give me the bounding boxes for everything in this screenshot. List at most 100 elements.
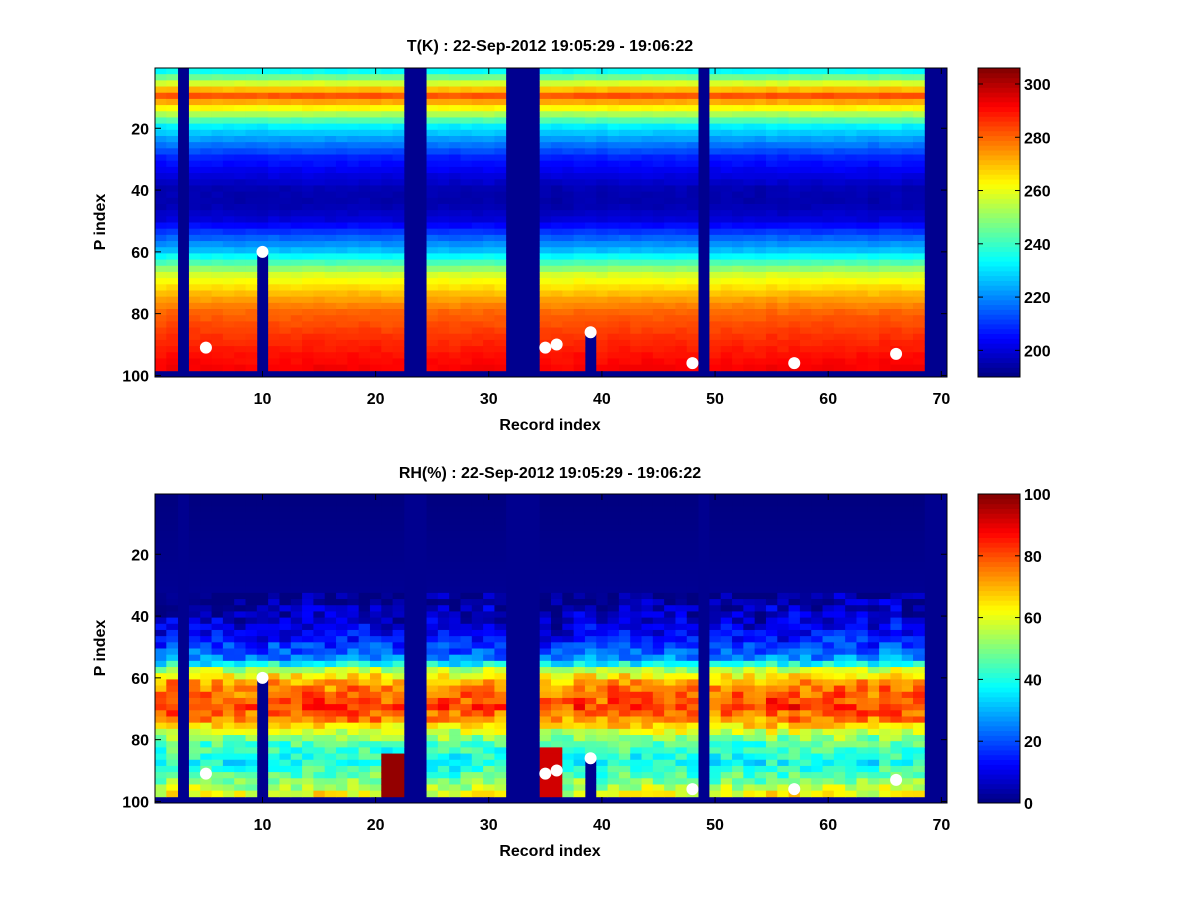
temperature-heatmap-cell bbox=[641, 105, 654, 112]
temperature-heatmap-cell bbox=[867, 191, 880, 199]
temperature-heatmap-cell bbox=[222, 92, 235, 100]
temperature-heatmap-cell bbox=[901, 315, 914, 322]
temperature-heatmap-cell bbox=[845, 173, 857, 180]
humidity-heatmap-cell bbox=[245, 574, 258, 581]
temperature-heatmap-cell bbox=[664, 92, 676, 100]
humidity-heatmap-cell bbox=[313, 710, 326, 717]
temperature-heatmap-cell bbox=[245, 333, 258, 341]
temperature-heatmap-cell bbox=[234, 346, 246, 353]
temperature-heatmap-cell bbox=[652, 148, 665, 155]
temperature-heatmap-cell bbox=[369, 98, 382, 106]
temperature-heatmap-cell bbox=[641, 166, 654, 174]
humidity-heatmap-cell bbox=[290, 592, 303, 600]
humidity-heatmap-cell bbox=[652, 605, 665, 612]
temperature-heatmap-cell bbox=[675, 160, 688, 168]
temperature-heatmap-cell bbox=[743, 111, 756, 118]
humidity-heatmap-cell bbox=[155, 561, 167, 569]
temperature-heatmap-cell bbox=[607, 135, 620, 143]
temperature-heatmap-cell bbox=[562, 129, 575, 137]
temperature-heatmap-cell bbox=[765, 68, 778, 75]
humidity-heatmap-cell bbox=[302, 543, 314, 551]
temperature-heatmap-cell bbox=[313, 160, 326, 168]
temperature-heatmap-cell bbox=[732, 216, 744, 223]
temperature-heatmap-cell bbox=[618, 68, 631, 75]
humidity-heatmap-cell bbox=[437, 685, 450, 693]
temperature-heatmap-cell bbox=[743, 234, 756, 242]
humidity-heatmap-cell bbox=[336, 685, 348, 693]
temperature-heatmap-cell bbox=[279, 315, 292, 322]
humidity-heatmap-cell bbox=[539, 691, 552, 699]
temperature-heatmap-cell bbox=[584, 259, 597, 267]
temperature-heatmap-cell bbox=[686, 203, 699, 211]
humidity-heatmap-cell bbox=[166, 759, 179, 767]
humidity-heatmap-cell bbox=[324, 555, 337, 563]
temperature-heatmap-cell bbox=[460, 309, 473, 316]
humidity-heatmap-cell bbox=[245, 512, 258, 520]
humidity-heatmap-cell bbox=[166, 642, 179, 649]
humidity-heatmap-cell bbox=[188, 568, 201, 575]
temperature-heatmap-cell bbox=[471, 86, 484, 94]
humidity-heatmap-cell bbox=[494, 574, 507, 581]
humidity-heatmap-cell bbox=[471, 605, 484, 612]
humidity-heatmap-cell bbox=[392, 599, 405, 606]
temperature-heatmap-cell bbox=[562, 358, 575, 366]
temperature-heatmap-cell bbox=[777, 265, 789, 273]
humidity-heatmap-cell bbox=[483, 537, 495, 544]
temperature-heatmap-cell bbox=[777, 160, 789, 168]
temperature-heatmap-cell bbox=[166, 191, 179, 199]
humidity-heatmap-cell bbox=[551, 512, 563, 520]
temperature-heatmap-cell bbox=[584, 135, 597, 143]
humidity-heatmap-cell bbox=[618, 636, 631, 643]
temperature-heatmap-cell bbox=[494, 80, 507, 87]
temperature-heatmap-cell bbox=[777, 129, 789, 137]
temperature-heatmap-cell bbox=[471, 241, 484, 248]
temperature-heatmap-cell bbox=[856, 117, 869, 125]
temperature-heatmap-cell bbox=[584, 222, 597, 230]
temperature-heatmap-cell bbox=[833, 265, 846, 273]
humidity-heatmap-cell bbox=[268, 500, 280, 507]
temperature-heatmap-cell bbox=[822, 148, 835, 155]
temperature-heatmap-cell bbox=[675, 148, 688, 155]
temperature-heatmap-cell bbox=[302, 68, 314, 75]
humidity-heatmap-cell bbox=[290, 642, 303, 649]
temperature-heatmap-cell bbox=[200, 160, 212, 168]
temperature-heatmap-cell bbox=[845, 278, 857, 285]
temperature-heatmap-cell bbox=[709, 315, 722, 322]
humidity-heatmap-cell bbox=[483, 667, 495, 674]
temperature-heatmap-cell bbox=[879, 216, 891, 223]
humidity-heatmap-cell bbox=[155, 790, 167, 798]
humidity-heatmap-cell bbox=[607, 753, 620, 761]
temperature-heatmap-cell bbox=[584, 160, 597, 168]
humidity-heatmap-cell bbox=[652, 636, 665, 643]
temperature-heatmap-cell bbox=[754, 210, 767, 217]
humidity-heatmap-cell bbox=[245, 691, 258, 699]
humidity-heatmap-cell bbox=[539, 574, 552, 581]
temperature-heatmap-cell bbox=[211, 123, 224, 131]
temperature-heatmap-cell bbox=[562, 191, 575, 199]
humidity-heatmap-cell bbox=[347, 494, 360, 501]
temperature-heatmap-cell bbox=[765, 173, 778, 180]
humidity-heatmap-cell bbox=[437, 531, 450, 538]
temperature-heatmap-cell bbox=[833, 86, 846, 94]
temperature-heatmap-cell bbox=[743, 148, 756, 155]
humidity-heatmap-cell bbox=[641, 673, 654, 680]
temperature-heatmap-cell bbox=[483, 173, 495, 180]
humidity-heatmap-cell bbox=[483, 722, 495, 730]
humidity-heatmap-cell bbox=[471, 735, 484, 742]
temperature-heatmap-cell bbox=[822, 179, 835, 186]
humidity-heatmap-cell bbox=[358, 648, 371, 656]
humidity-heatmap-cell bbox=[562, 778, 575, 785]
temperature-heatmap-cell bbox=[539, 247, 552, 254]
temperature-heatmap-cell bbox=[155, 346, 167, 353]
humidity-heatmap-cell bbox=[449, 772, 461, 779]
humidity-heatmap-cell bbox=[562, 555, 575, 563]
temperature-heatmap-cell bbox=[471, 68, 484, 75]
temperature-heatmap-cell bbox=[449, 92, 461, 100]
humidity-heatmap-cell bbox=[166, 704, 179, 711]
temperature-heatmap-cell bbox=[732, 80, 744, 87]
temperature-heatmap-cell bbox=[211, 296, 224, 304]
temperature-heatmap-cell bbox=[483, 210, 495, 217]
temperature-heatmap-cell bbox=[573, 74, 586, 81]
humidity-heatmap-cell bbox=[358, 765, 371, 773]
humidity-heatmap-cell bbox=[222, 512, 235, 520]
